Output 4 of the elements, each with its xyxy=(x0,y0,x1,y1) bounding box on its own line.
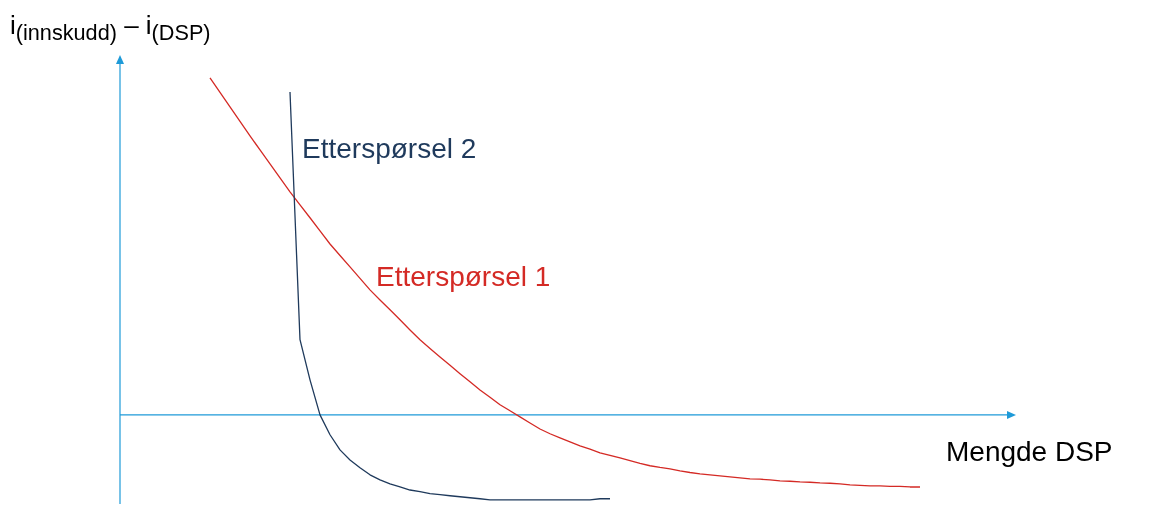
series-label: Etterspørsel 1 xyxy=(376,260,551,292)
series-label: Etterspørsel 2 xyxy=(302,133,477,165)
y-axis-title: i$_{(innskudd)}$ – i$_{(DSP)}$ xyxy=(10,10,211,47)
x-axis-title: Mengde DSP xyxy=(946,436,1113,468)
